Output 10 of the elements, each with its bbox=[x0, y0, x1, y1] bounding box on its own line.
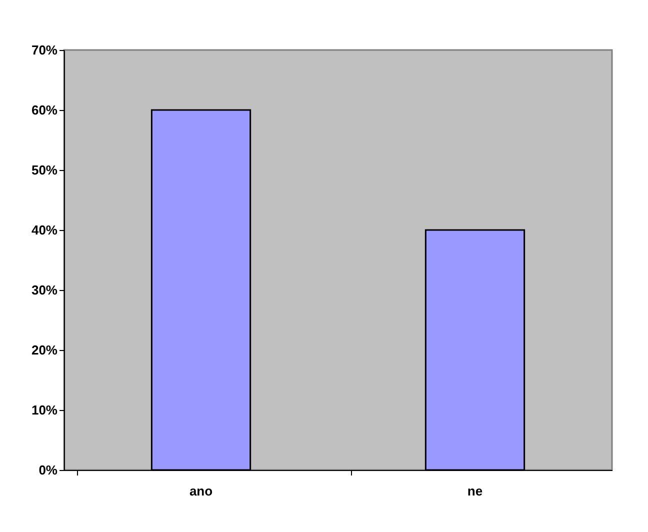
y-tick-label: 60% bbox=[31, 102, 58, 118]
x-tick-label: ne bbox=[467, 484, 483, 498]
y-tick-label: 50% bbox=[31, 162, 58, 178]
y-tick-label: 70% bbox=[31, 42, 58, 58]
x-tick-label: ano bbox=[189, 484, 213, 498]
y-tick-label: 30% bbox=[31, 282, 58, 298]
y-tick-label: 20% bbox=[31, 342, 58, 358]
y-tick-label: 10% bbox=[31, 402, 58, 418]
y-tick-label: 40% bbox=[31, 222, 58, 238]
y-tick-label: 0% bbox=[38, 462, 58, 478]
